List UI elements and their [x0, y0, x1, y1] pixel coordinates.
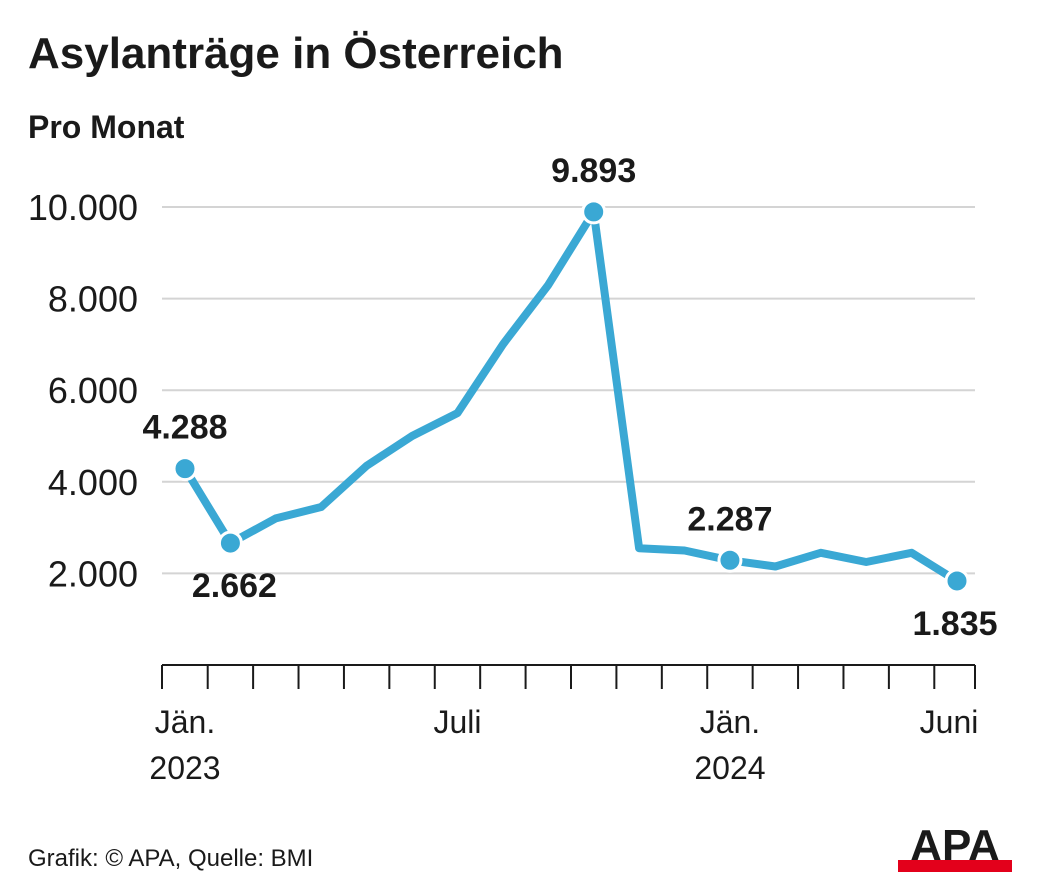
data-point [217, 530, 243, 556]
x-tick-label: 2023 [149, 750, 220, 786]
x-tick-label: Jän. [155, 704, 215, 740]
data-labels: 4.288 2.662 9.893 2.287 1.835 [142, 152, 997, 643]
x-tick-label: Juni [920, 704, 979, 740]
y-tick-label: 4.000 [48, 462, 138, 503]
series-line [181, 207, 961, 585]
y-tick-label: 8.000 [48, 279, 138, 320]
x-tick-label: Juli [433, 704, 481, 740]
data-label: 2.287 [687, 500, 772, 538]
data-label: 9.893 [551, 152, 636, 190]
source-credit: Grafik: © APA, Quelle: BMI [28, 845, 314, 872]
grid-lines [162, 206, 975, 575]
y-tick-label: 2.000 [48, 553, 138, 594]
series-layer [172, 199, 970, 594]
data-label: 4.288 [142, 409, 227, 447]
data-point [172, 456, 198, 482]
apa-logo: APA [898, 824, 1012, 872]
data-label: 1.835 [912, 605, 997, 643]
data-point [944, 568, 970, 594]
y-tick-label: 6.000 [48, 370, 138, 411]
logo-red-bar [898, 860, 1012, 872]
x-tick-label: Jän. [700, 704, 760, 740]
data-point [717, 547, 743, 573]
y-axis: 2.000 4.000 6.000 8.000 10.000 [28, 187, 138, 594]
chart-title: Asylanträge in Österreich [28, 29, 564, 78]
data-point [581, 199, 607, 225]
y-tick-label: 10.000 [28, 187, 138, 228]
x-tick-label: 2024 [694, 750, 765, 786]
chart-subtitle: Pro Monat [28, 109, 185, 145]
x-axis: Jän. 2023 Juli Jän. 2024 Juni [149, 664, 979, 786]
data-label: 2.662 [192, 567, 277, 605]
